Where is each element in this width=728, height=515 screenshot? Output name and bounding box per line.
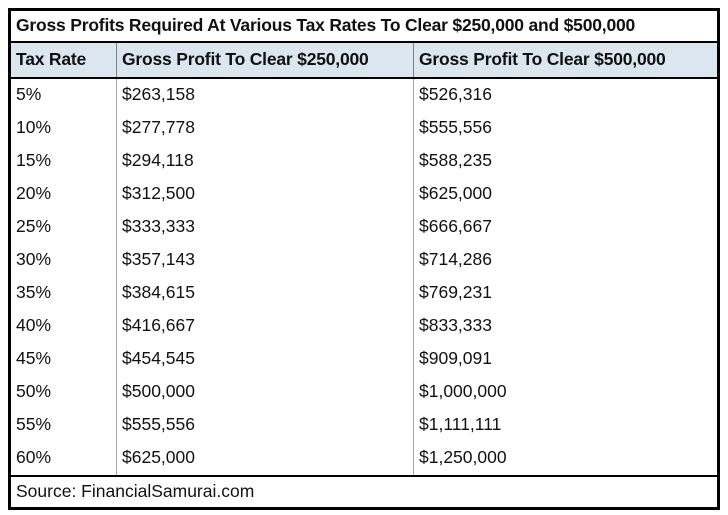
gross-profit-250k-cell: $277,778 <box>116 112 414 145</box>
gross-profit-250k-cell: $357,143 <box>116 244 414 277</box>
table-row: 30% $357,143 $714,286 <box>9 244 719 277</box>
tax-rate-cell: 55% <box>9 409 117 442</box>
table-row: 55% $555,556 $1,111,111 <box>9 409 719 442</box>
gross-profit-250k-cell: $625,000 <box>116 442 414 476</box>
table-row: 35% $384,615 $769,231 <box>9 277 719 310</box>
gross-profit-250k-cell: $312,500 <box>116 178 414 211</box>
gross-profit-250k-cell: $555,556 <box>116 409 414 442</box>
gross-profit-250k-cell: $500,000 <box>116 376 414 409</box>
gross-profit-500k-cell: $909,091 <box>413 343 719 376</box>
table-row: 20% $312,500 $625,000 <box>9 178 719 211</box>
gross-profit-500k-cell: $714,286 <box>413 244 719 277</box>
table-header-row: Tax Rate Gross Profit To Clear $250,000 … <box>9 42 719 79</box>
tax-rate-cell: 15% <box>9 145 117 178</box>
source-attribution: Source: FinancialSamurai.com <box>9 475 719 509</box>
gross-profit-500k-cell: $526,316 <box>413 78 719 112</box>
column-header-gross-profit-250k: Gross Profit To Clear $250,000 <box>116 42 414 79</box>
gross-profit-500k-cell: $769,231 <box>413 277 719 310</box>
table-row: 45% $454,545 $909,091 <box>9 343 719 376</box>
gross-profit-500k-cell: $588,235 <box>413 145 719 178</box>
table-row: 15% $294,118 $588,235 <box>9 145 719 178</box>
column-header-tax-rate: Tax Rate <box>9 42 117 79</box>
table-title-row: Gross Profits Required At Various Tax Ra… <box>9 9 719 43</box>
gross-profit-250k-cell: $294,118 <box>116 145 414 178</box>
table-row: 50% $500,000 $1,000,000 <box>9 376 719 409</box>
gross-profit-500k-cell: $666,667 <box>413 211 719 244</box>
tax-rate-cell: 60% <box>9 442 117 476</box>
table-row: 60% $625,000 $1,250,000 <box>9 442 719 476</box>
tax-rate-cell: 25% <box>9 211 117 244</box>
gross-profit-250k-cell: $384,615 <box>116 277 414 310</box>
table-row: 10% $277,778 $555,556 <box>9 112 719 145</box>
table-row: 40% $416,667 $833,333 <box>9 310 719 343</box>
tax-rate-cell: 45% <box>9 343 117 376</box>
gross-profit-250k-cell: $263,158 <box>116 78 414 112</box>
gross-profit-250k-cell: $333,333 <box>116 211 414 244</box>
tax-rate-cell: 5% <box>9 78 117 112</box>
tax-rate-cell: 35% <box>9 277 117 310</box>
tax-rate-cell: 20% <box>9 178 117 211</box>
table-source-row: Source: FinancialSamurai.com <box>9 475 719 509</box>
gross-profit-500k-cell: $555,556 <box>413 112 719 145</box>
column-header-gross-profit-500k: Gross Profit To Clear $500,000 <box>413 42 719 79</box>
table-row: 5% $263,158 $526,316 <box>9 78 719 112</box>
gross-profit-table-container: Gross Profits Required At Various Tax Ra… <box>8 8 720 510</box>
table-row: 25% $333,333 $666,667 <box>9 211 719 244</box>
gross-profit-250k-cell: $416,667 <box>116 310 414 343</box>
table-title: Gross Profits Required At Various Tax Ra… <box>9 9 719 43</box>
tax-rate-cell: 40% <box>9 310 117 343</box>
gross-profit-500k-cell: $1,000,000 <box>413 376 719 409</box>
tax-rate-cell: 30% <box>9 244 117 277</box>
gross-profit-500k-cell: $1,111,111 <box>413 409 719 442</box>
gross-profit-500k-cell: $625,000 <box>413 178 719 211</box>
gross-profit-500k-cell: $1,250,000 <box>413 442 719 476</box>
gross-profit-500k-cell: $833,333 <box>413 310 719 343</box>
table-body: 5% $263,158 $526,316 10% $277,778 $555,556 15%… <box>9 78 719 476</box>
tax-rate-cell: 10% <box>9 112 117 145</box>
gross-profit-250k-cell: $454,545 <box>116 343 414 376</box>
gross-profit-table: Gross Profits Required At Various Tax Ra… <box>8 8 720 510</box>
tax-rate-cell: 50% <box>9 376 117 409</box>
